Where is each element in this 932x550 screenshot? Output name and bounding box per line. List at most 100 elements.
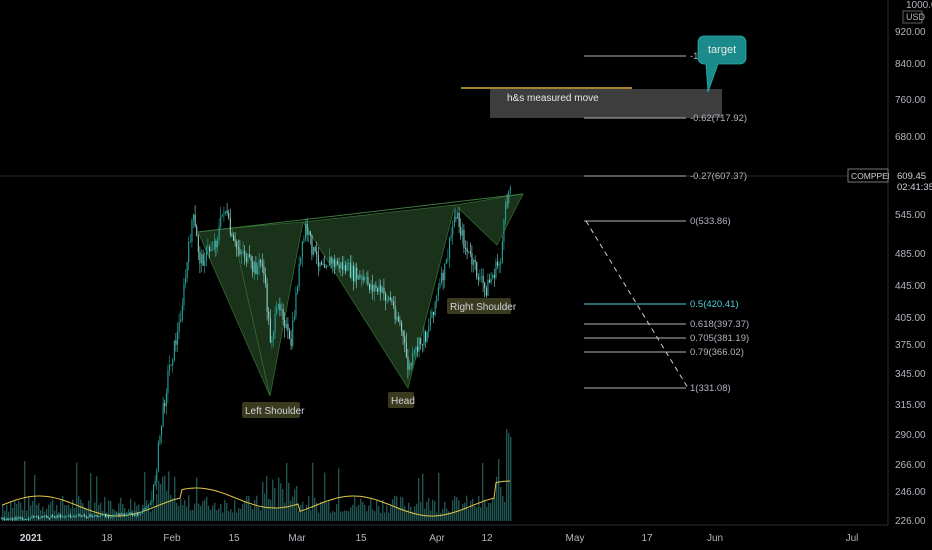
hs-pattern[interactable] bbox=[197, 193, 524, 397]
candle-body bbox=[47, 516, 49, 518]
candle-body bbox=[73, 516, 75, 517]
measured-move-rect bbox=[490, 89, 722, 118]
price-scale-top: 1000.00 bbox=[906, 0, 932, 11]
volume-bar bbox=[456, 497, 458, 521]
measured-move-box[interactable]: h&s measured move bbox=[461, 87, 722, 118]
candle-body bbox=[77, 514, 79, 516]
volume-bar bbox=[506, 428, 508, 521]
price-tick-label: 315.00 bbox=[895, 400, 926, 411]
candle-body bbox=[89, 514, 91, 518]
candle-body bbox=[477, 276, 479, 280]
volume-bar bbox=[126, 511, 128, 521]
volume-bar bbox=[204, 499, 206, 521]
volume-bar bbox=[148, 508, 150, 521]
volume-bar bbox=[178, 505, 180, 521]
fib-level-label: 0.618(397.37) bbox=[690, 319, 749, 330]
volume-bar bbox=[338, 468, 340, 521]
fib-level-label: 0.705(381.19) bbox=[690, 333, 749, 344]
symbol-tag[interactable]: COMPPERP bbox=[847, 168, 900, 183]
candle-body bbox=[159, 435, 161, 443]
candle-body bbox=[23, 519, 25, 520]
volume-bar bbox=[184, 500, 186, 521]
time-tick-label: 12 bbox=[481, 533, 493, 544]
volume-bar bbox=[122, 504, 124, 521]
price-axis[interactable]: 1000.00 USD 920.00840.00760.00680.00600.… bbox=[887, 0, 932, 527]
candle-body bbox=[397, 316, 399, 322]
right-shoulder-label[interactable]: Right Shoulder bbox=[447, 298, 517, 314]
candle-body bbox=[183, 283, 185, 306]
currency-box[interactable] bbox=[902, 10, 923, 24]
volume-bar bbox=[222, 512, 224, 521]
target-callout[interactable]: target bbox=[697, 35, 747, 93]
candle-body bbox=[90, 514, 92, 516]
candle-body bbox=[413, 350, 415, 353]
head-label[interactable]: Head bbox=[388, 392, 415, 408]
candle-body bbox=[242, 250, 244, 252]
candle-body bbox=[7, 518, 9, 520]
volume-bar bbox=[288, 482, 290, 521]
volume-bar bbox=[46, 508, 48, 521]
candle-body bbox=[154, 481, 156, 485]
candle-body bbox=[293, 316, 295, 321]
volume-bar bbox=[502, 495, 504, 521]
candle-body bbox=[337, 261, 339, 265]
candle-body bbox=[135, 513, 137, 516]
volume-bar bbox=[340, 511, 342, 521]
volume-bar bbox=[66, 505, 68, 521]
candle-body bbox=[202, 254, 204, 266]
volume-bar bbox=[228, 511, 230, 521]
candle-body bbox=[301, 241, 303, 258]
candle-body bbox=[140, 513, 142, 515]
candle-body bbox=[113, 515, 115, 517]
volume-bar bbox=[14, 501, 16, 521]
candle-body bbox=[108, 515, 110, 518]
candle-body bbox=[201, 254, 203, 264]
volume-bar bbox=[510, 436, 512, 521]
volume-bar bbox=[324, 472, 326, 521]
volume-bar bbox=[112, 508, 114, 521]
time-axis[interactable]: 2021 18 Feb 15 Mar 15 Apr 12 May 17 Jun Jul bbox=[0, 524, 888, 544]
candle-body bbox=[1, 517, 3, 519]
volume-bar bbox=[398, 507, 400, 521]
candle-body bbox=[476, 261, 478, 277]
candle-body bbox=[12, 519, 14, 520]
candle-body bbox=[391, 300, 393, 302]
candle-body bbox=[193, 214, 195, 220]
candle-body bbox=[410, 363, 412, 366]
candle-body bbox=[490, 278, 492, 283]
volume-bar bbox=[382, 499, 384, 521]
fib-retracement[interactable]: -1(8-0.62(717.92)-0.27(607.37)0(533.86)0… bbox=[584, 51, 749, 394]
candle-body bbox=[100, 515, 102, 517]
candle-body bbox=[228, 212, 230, 219]
volume-bar bbox=[186, 506, 188, 521]
price-badge bbox=[889, 170, 925, 192]
time-tick-label: 17 bbox=[641, 533, 653, 544]
candle-body bbox=[177, 331, 179, 345]
candle-body bbox=[223, 212, 225, 215]
candle-body bbox=[178, 321, 180, 332]
volume-bar bbox=[194, 503, 196, 521]
candle-body bbox=[53, 516, 55, 518]
candle-body bbox=[181, 305, 183, 321]
volume-bar bbox=[336, 504, 338, 521]
volume-bar bbox=[492, 498, 494, 521]
fib-level-label: -0.27(607.37) bbox=[690, 171, 747, 182]
volume-bar bbox=[54, 510, 56, 521]
candle-body bbox=[308, 231, 310, 235]
candle-body bbox=[365, 276, 367, 278]
candle-body bbox=[71, 516, 73, 518]
left-shoulder-label[interactable]: Left Shoulder bbox=[242, 402, 305, 418]
volume-bar bbox=[292, 496, 294, 521]
candle-body bbox=[29, 517, 31, 520]
head-text: Head bbox=[391, 396, 415, 407]
symbol-tag-box bbox=[847, 168, 889, 183]
candle-body bbox=[76, 515, 78, 517]
candle-body bbox=[55, 516, 57, 518]
candle-body bbox=[322, 264, 324, 266]
candle-body bbox=[335, 261, 337, 267]
candle-body bbox=[426, 331, 428, 342]
volume-bar bbox=[470, 500, 472, 521]
volume-bar bbox=[354, 496, 356, 521]
volume-bar bbox=[428, 497, 430, 521]
